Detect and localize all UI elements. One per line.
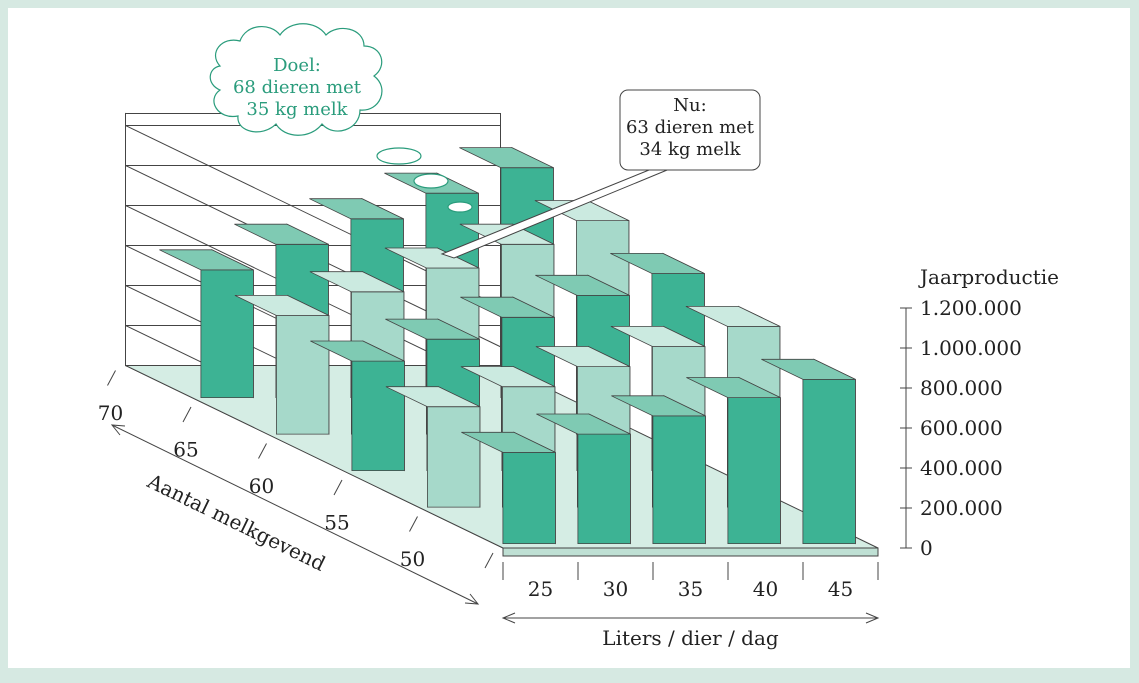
bar-top-face	[159, 249, 254, 271]
bar-50-25	[461, 431, 556, 545]
value-tick-label: 400.000	[920, 456, 1003, 480]
bar-top-face	[686, 377, 781, 399]
bar-50-40	[686, 376, 781, 545]
liters-tick-label: 25	[528, 577, 553, 601]
bar-65-25	[234, 294, 330, 435]
bar-50-30	[536, 413, 631, 545]
goal-callout-text: 68 dieren met	[233, 77, 362, 98]
melk-tick-label: 70	[98, 401, 123, 425]
value-tick-label: 1.200.000	[920, 296, 1022, 320]
bar-top-face	[611, 395, 706, 417]
bar-top-face	[610, 252, 705, 274]
bar-front-face	[351, 360, 405, 472]
current-callout-text: Nu:	[673, 95, 706, 116]
bar-55-25	[385, 386, 481, 508]
thought-bubble-large	[376, 147, 422, 165]
melk-axis-title: Aantal melkgevend	[143, 468, 330, 575]
melk-axis-tick	[182, 406, 192, 423]
bar-top-face	[685, 305, 781, 327]
liters-tick-label: 40	[753, 577, 778, 601]
bar-front-face	[200, 269, 254, 399]
bar-top-face	[535, 346, 631, 368]
bar-front-face	[577, 433, 631, 544]
melk-arrow-top-head	[110, 424, 126, 436]
liters-arrow-right-head	[865, 612, 880, 624]
value-tick-label: 0	[920, 536, 933, 560]
bar-front-face	[727, 397, 781, 544]
floor-edge	[502, 547, 879, 557]
melk-arrow-bottom-head	[464, 593, 480, 605]
liters-axis-title: Liters / dier / dag	[602, 626, 779, 650]
liters-tick-label: 35	[678, 577, 703, 601]
bar-50-35	[611, 395, 706, 545]
current-callout-box	[619, 89, 761, 171]
value-axis-title: Jaarproductie	[918, 265, 1059, 289]
melk-tick-label: 65	[173, 437, 198, 461]
bar-top-face	[309, 271, 405, 293]
current-callout-text: 34 kg melk	[639, 139, 741, 160]
bar-top-face	[459, 147, 554, 169]
bar-top-face	[761, 358, 856, 380]
melk-tick-label: 55	[324, 510, 349, 534]
goal-thought-cloud	[209, 23, 383, 136]
chart-frame: 0 200.000 400.000 600.000 800.000 1.000.000 1.…	[8, 8, 1130, 668]
value-tick-label: 800.000	[920, 376, 1003, 400]
bar-top-face	[234, 294, 330, 316]
bar-front-face	[275, 315, 330, 435]
bar-top-face	[535, 274, 630, 296]
melk-axis-tick	[333, 479, 343, 496]
bar-front-face	[502, 451, 556, 544]
bar-top-face	[610, 325, 706, 347]
bar-top-face	[234, 223, 329, 245]
bar-70-25	[159, 249, 254, 399]
value-tick-label: 600.000	[920, 416, 1003, 440]
goal-callout-text: 35 kg melk	[246, 99, 348, 120]
bar-top-face	[460, 296, 555, 318]
value-tick-label: 200.000	[920, 496, 1003, 520]
bar-top-face	[461, 431, 556, 453]
melk-axis-tick	[409, 516, 418, 532]
bar-top-face	[385, 386, 481, 408]
liters-arrow-left-head	[501, 612, 516, 624]
bar-front-face	[652, 415, 706, 544]
bar-top-face	[385, 318, 480, 340]
liters-tick-label: 30	[603, 577, 628, 601]
bar-top-face	[309, 198, 404, 220]
thought-bubble-small	[447, 201, 473, 213]
bar-top-face	[310, 340, 405, 362]
melk-axis-tick	[107, 370, 116, 386]
melk-arrow-line	[111, 424, 479, 605]
bar-front-face	[802, 378, 856, 544]
current-callout-text: 63 dieren met	[626, 117, 755, 138]
melk-axis-tick	[484, 552, 494, 569]
goal-callout-text: Doel:	[273, 55, 321, 76]
melk-axis-tick	[258, 443, 267, 459]
bar-50-45	[761, 358, 856, 545]
bar-top-face	[536, 413, 631, 435]
melk-tick-label: 50	[400, 547, 425, 571]
value-tick-label: 1.000.000	[920, 336, 1022, 360]
bar-front-face	[426, 406, 481, 508]
thought-bubble-medium	[413, 173, 449, 189]
bar-top-face	[460, 366, 556, 388]
bar-top-face	[384, 247, 480, 269]
chart-3d-bars: 0 200.000 400.000 600.000 800.000 1.000.000 1.…	[98, 23, 1059, 650]
liters-tick-label: 45	[828, 577, 853, 601]
